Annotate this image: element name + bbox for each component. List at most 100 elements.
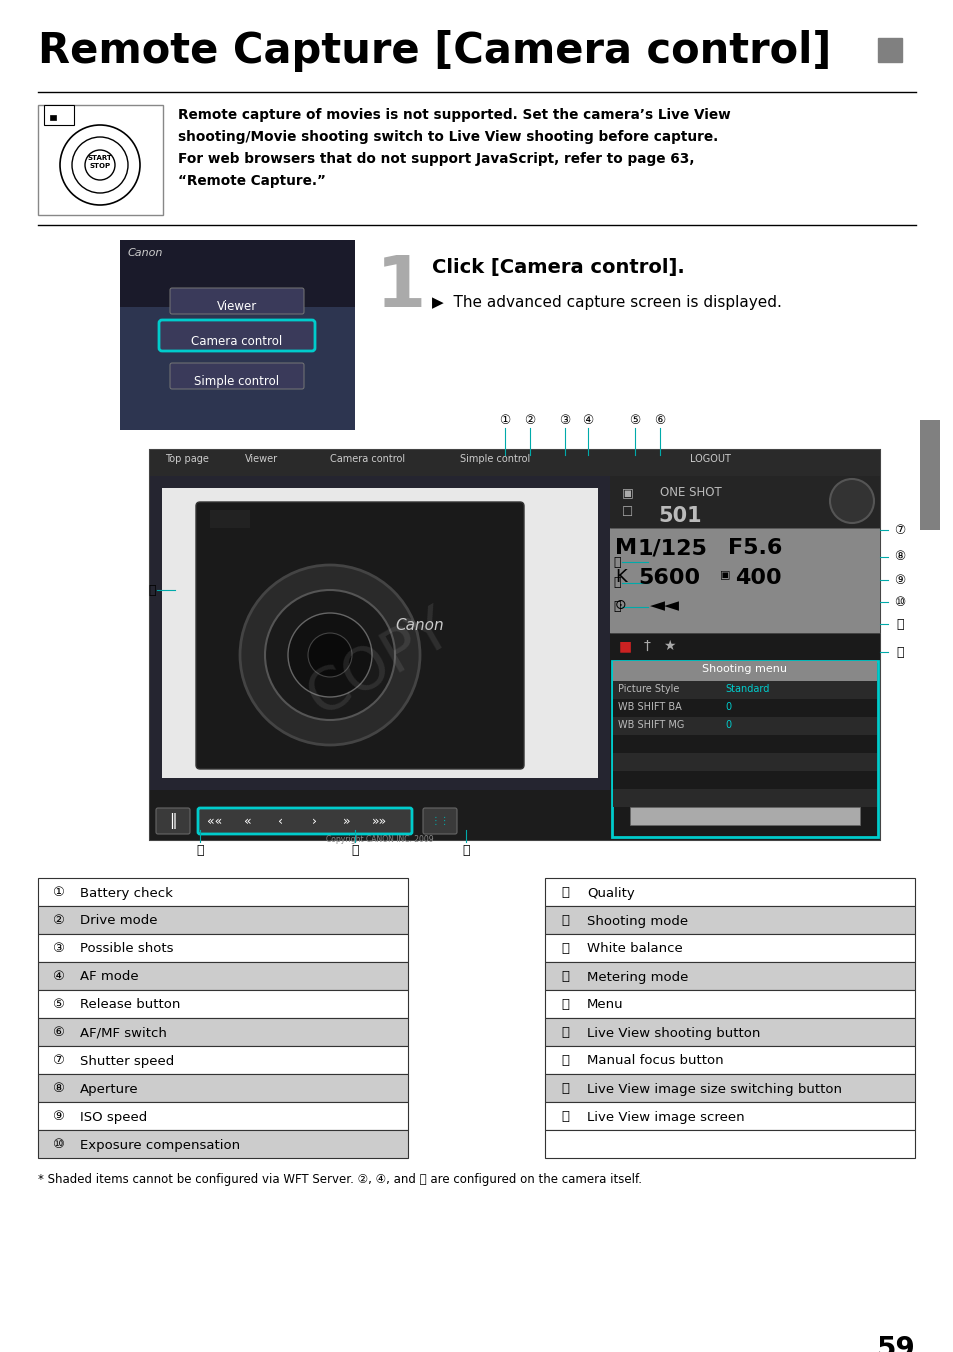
Circle shape: [829, 479, 873, 523]
Text: Standard: Standard: [724, 684, 768, 694]
Bar: [38, 1073, 408, 1102]
Text: Exposure compensation: Exposure compensation: [80, 1138, 240, 1152]
Bar: [544, 877, 914, 906]
Bar: [38, 1130, 408, 1159]
Text: ⑪: ⑪: [560, 887, 568, 899]
Bar: [544, 934, 914, 963]
Text: ««: ««: [207, 814, 222, 827]
Text: ⑰: ⑰: [560, 1055, 568, 1068]
Bar: [544, 990, 914, 1018]
Bar: [544, 1018, 914, 1046]
Bar: [613, 661, 876, 681]
Text: Release button: Release button: [80, 999, 180, 1011]
Text: ⑦: ⑦: [893, 523, 904, 537]
Text: White balance: White balance: [586, 942, 682, 956]
Text: ⊙: ⊙: [615, 598, 626, 612]
Text: ①: ①: [52, 887, 64, 899]
Text: ⑪: ⑪: [895, 618, 902, 630]
Text: Camera control: Camera control: [192, 335, 282, 347]
Text: Top page: Top page: [165, 454, 209, 464]
Text: Manual focus button: Manual focus button: [586, 1055, 723, 1068]
Text: ⑲: ⑲: [148, 584, 155, 596]
Bar: [38, 105, 163, 215]
Text: Metering mode: Metering mode: [586, 971, 688, 983]
Text: Canon: Canon: [395, 618, 444, 633]
FancyBboxPatch shape: [195, 502, 523, 769]
Bar: [544, 1046, 914, 1073]
FancyBboxPatch shape: [156, 808, 190, 834]
Bar: [38, 990, 408, 1018]
Bar: [44, 105, 74, 124]
Text: Canon: Canon: [128, 247, 163, 258]
Text: 0: 0: [724, 721, 730, 730]
Text: ⑧: ⑧: [893, 550, 904, 564]
Text: Drive mode: Drive mode: [80, 914, 157, 927]
Text: Battery check: Battery check: [80, 887, 172, 899]
Text: ◄◄: ◄◄: [649, 596, 679, 615]
Bar: [629, 807, 859, 825]
Bar: [162, 488, 598, 777]
Text: AF/MF switch: AF/MF switch: [80, 1026, 167, 1040]
Text: LOGOUT: LOGOUT: [689, 454, 730, 464]
Text: Live View shooting button: Live View shooting button: [586, 1026, 760, 1040]
FancyBboxPatch shape: [198, 808, 412, 834]
Bar: [609, 529, 879, 633]
Text: WB SHIFT MG: WB SHIFT MG: [618, 721, 683, 730]
Bar: [544, 1102, 914, 1130]
Text: ▣: ▣: [621, 485, 633, 499]
Bar: [38, 1046, 408, 1073]
Text: ①: ①: [498, 414, 510, 426]
Bar: [150, 450, 879, 840]
Text: Click [Camera control].: Click [Camera control].: [432, 258, 684, 277]
Bar: [609, 633, 879, 661]
Text: Possible shots: Possible shots: [80, 942, 173, 956]
Text: 400: 400: [734, 568, 781, 588]
Text: ②: ②: [52, 914, 64, 927]
Text: Quality: Quality: [586, 887, 634, 899]
Text: 1/125: 1/125: [638, 538, 707, 558]
Text: ONE SHOT: ONE SHOT: [659, 485, 721, 499]
Bar: [210, 510, 250, 529]
Text: ④: ④: [52, 971, 64, 983]
Bar: [38, 906, 408, 934]
Text: ⑧: ⑧: [52, 1083, 64, 1095]
Text: ⑭: ⑭: [613, 600, 620, 614]
Text: ⑫: ⑫: [613, 556, 620, 568]
Text: ⑮: ⑮: [560, 999, 568, 1011]
Bar: [544, 1073, 914, 1102]
Circle shape: [240, 565, 419, 745]
Text: Camera control: Camera control: [330, 454, 405, 464]
Bar: [613, 753, 876, 771]
Bar: [280, 506, 359, 534]
Text: ⑬: ⑬: [560, 942, 568, 956]
Text: ④: ④: [581, 414, 593, 426]
Bar: [612, 661, 877, 837]
Text: ⑰: ⑰: [351, 844, 358, 857]
Bar: [38, 1102, 408, 1130]
Text: ⑤: ⑤: [52, 999, 64, 1011]
FancyBboxPatch shape: [422, 808, 456, 834]
Text: Live View image size switching button: Live View image size switching button: [586, 1083, 841, 1095]
Text: Menu: Menu: [586, 999, 623, 1011]
Bar: [150, 450, 879, 476]
Bar: [38, 934, 408, 963]
Text: ⑦: ⑦: [52, 1055, 64, 1068]
Text: START
STOP: START STOP: [88, 155, 112, 169]
Bar: [38, 1018, 408, 1046]
Bar: [609, 476, 879, 529]
Text: «: «: [244, 814, 252, 827]
Text: »: »: [343, 814, 351, 827]
Text: Simple control: Simple control: [194, 375, 279, 388]
Text: ⑱: ⑱: [560, 1083, 568, 1095]
Bar: [38, 963, 408, 990]
Bar: [50, 110, 68, 118]
Text: 5600: 5600: [638, 568, 700, 588]
Text: ☐: ☐: [621, 506, 633, 519]
Text: ▣: ▣: [720, 571, 730, 580]
Text: ‖: ‖: [169, 813, 176, 829]
Text: ⑮: ⑮: [895, 645, 902, 658]
Bar: [919, 420, 939, 530]
Bar: [120, 241, 355, 430]
Circle shape: [308, 633, 352, 677]
Text: ⑲: ⑲: [560, 1110, 568, 1124]
